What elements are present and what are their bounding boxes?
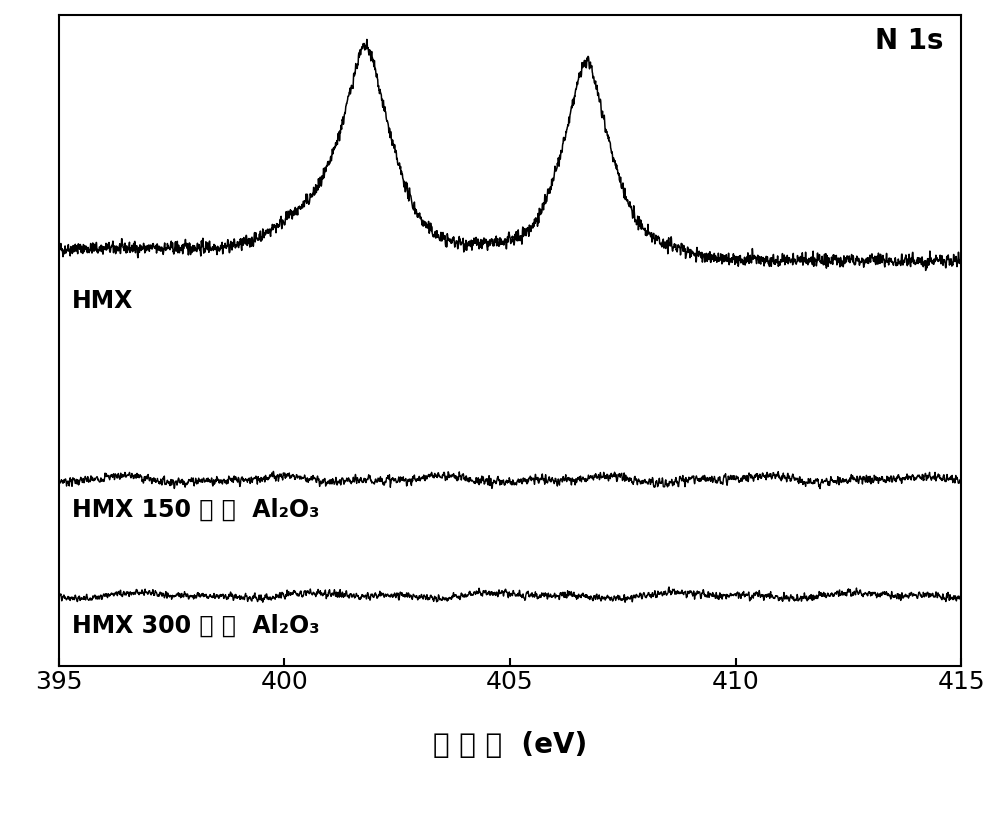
Text: HMX 150 周 期  Al₂O₃: HMX 150 周 期 Al₂O₃ [72,498,320,521]
Text: N 1s: N 1s [875,27,943,55]
Text: HMX: HMX [72,289,134,314]
Text: HMX 300 周 期  Al₂O₃: HMX 300 周 期 Al₂O₃ [72,613,320,637]
Text: 结 合 能  (eV): 结 合 能 (eV) [433,731,587,759]
